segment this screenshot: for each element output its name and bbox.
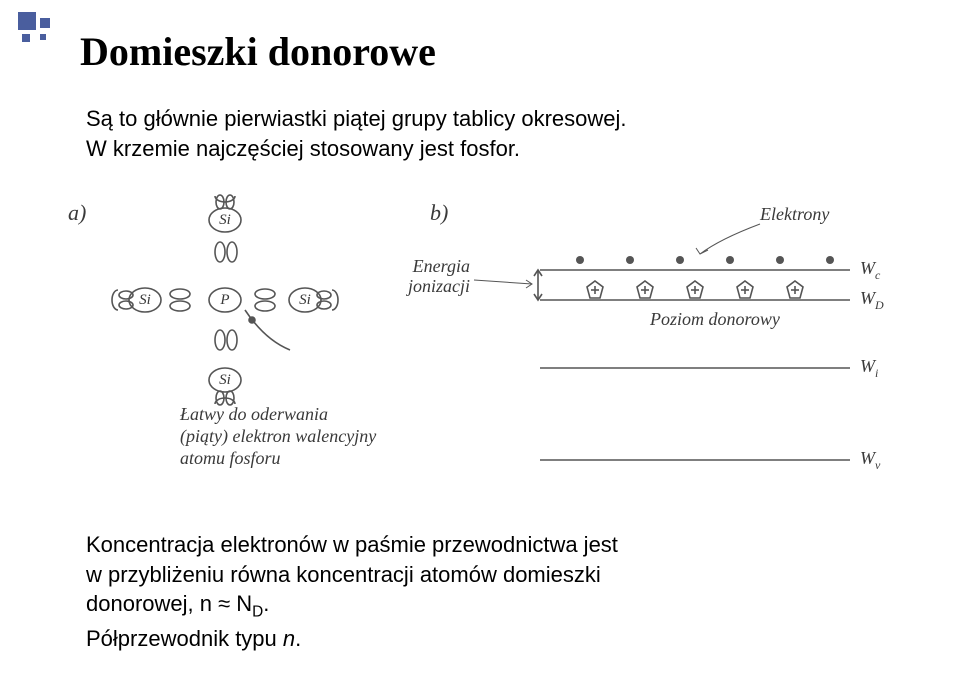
atom-p-center: P xyxy=(219,292,229,308)
outro-line-2: w przybliżeniu równa koncentracji atomów… xyxy=(86,562,601,587)
lattice-caption-2: (piąty) elektron walencyjny xyxy=(180,426,376,447)
intro-text: Są to głównie pierwiastki piątej grupy t… xyxy=(86,104,886,163)
label-wi-sub: i xyxy=(875,366,878,380)
outro-line-4-ital: n xyxy=(283,626,295,651)
label-a: a) xyxy=(68,200,86,225)
outro-line-4b: . xyxy=(295,626,301,651)
atom-si-top: Si xyxy=(219,212,231,228)
svg-text:Wi: Wi xyxy=(860,356,878,380)
lattice-band-diagram: a) b) xyxy=(60,190,900,480)
intro-line-2: W krzemie najczęściej stosowany jest fos… xyxy=(86,136,520,161)
page-title: Domieszki donorowe xyxy=(80,28,436,75)
svg-text:Wc: Wc xyxy=(860,258,881,282)
outro-line-3a: donorowej, n ≈ N xyxy=(86,591,252,616)
lattice-caption-3: atomu fosforu xyxy=(180,448,281,468)
label-energia-1: Energia xyxy=(412,256,470,276)
label-wv-sub: v xyxy=(875,458,881,472)
atom-si-left: Si xyxy=(139,292,151,308)
diagram-container: a) b) xyxy=(60,190,900,480)
outro-line-1: Koncentracja elektronów w paśmie przewod… xyxy=(86,532,618,557)
outro-line-3-sub: D xyxy=(252,604,263,621)
label-wc-sub: c xyxy=(875,268,881,282)
label-wd-sub: D xyxy=(874,298,884,312)
atom-si-bottom: Si xyxy=(219,372,231,388)
outro-line-4a: Półprzewodnik typu xyxy=(86,626,283,651)
label-energia-2: jonizacji xyxy=(406,276,470,296)
svg-text:WD: WD xyxy=(860,288,884,312)
intro-line-1: Są to głównie pierwiastki piątej grupy t… xyxy=(86,106,626,131)
outro-line-3b: . xyxy=(263,591,269,616)
lattice-caption-1: Łatwy do oderwania xyxy=(179,404,328,424)
label-elektrony: Elektrony xyxy=(759,204,829,224)
outro-text: Koncentracja elektronów w paśmie przewod… xyxy=(86,530,886,653)
label-b: b) xyxy=(430,200,448,225)
band-diagram xyxy=(534,256,850,460)
atom-si-right: Si xyxy=(299,292,311,308)
label-poziom: Poziom donorowy xyxy=(649,309,780,329)
svg-text:Wv: Wv xyxy=(860,448,881,472)
